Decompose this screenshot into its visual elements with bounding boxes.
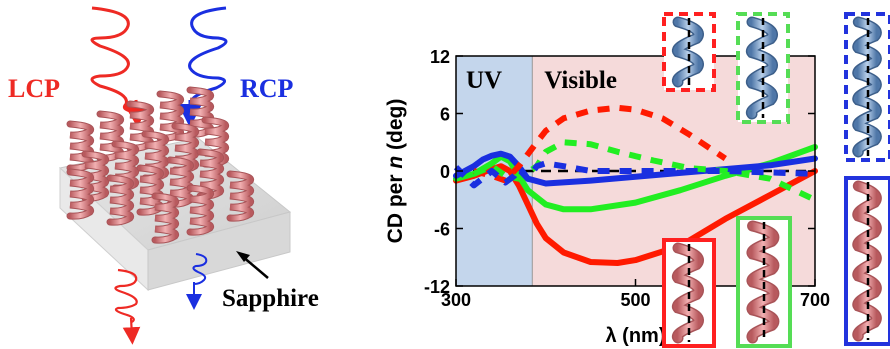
axis-ticks: -12 -6 0 6 12 300 500 700 — [424, 47, 830, 310]
helix-highlight — [227, 171, 254, 221]
y-tick-label: 12 — [430, 47, 450, 67]
y-axis-label: CD per n (deg) — [384, 99, 407, 244]
inset-helix-shade — [673, 18, 703, 86]
helix-highlight — [187, 185, 214, 235]
helix-highlight — [127, 101, 154, 151]
inset-5 — [844, 176, 890, 346]
inset-1 — [736, 12, 790, 124]
inset-4 — [736, 216, 792, 348]
inset-2 — [844, 12, 890, 162]
series-line-1 — [453, 144, 818, 213]
series-line-5 — [453, 160, 816, 189]
y-tick-label: -6 — [434, 220, 450, 240]
y-label-post: (deg) — [384, 99, 407, 156]
inset-0 — [662, 12, 716, 92]
inset-helix-shade — [673, 244, 703, 342]
lcp-incoming-wave — [90, 6, 149, 128]
helix-highlight — [97, 111, 124, 161]
x-tick-label: 500 — [620, 290, 650, 310]
helix-highlight — [197, 149, 224, 199]
inset-3 — [662, 238, 716, 348]
region-label: Visible — [544, 67, 617, 94]
lcp-label: LCP — [8, 74, 60, 103]
inset-helix-shade — [747, 222, 778, 342]
rcp-transmitted-wave — [186, 253, 208, 310]
inset-helix-shade — [853, 182, 881, 340]
lcp-transmitted-wave — [114, 268, 141, 345]
y-label-italic: n — [384, 156, 407, 169]
cd-series — [453, 104, 818, 266]
helix-array — [66, 86, 255, 244]
helix-highlight — [67, 169, 94, 219]
inset-helix-shade — [853, 18, 881, 156]
helix-insets — [662, 12, 890, 348]
helix-highlight — [112, 141, 139, 191]
schematic: LCP RCP Sapphire — [8, 6, 319, 345]
y-label-pre: CD per — [384, 169, 407, 244]
helix-highlight — [107, 175, 134, 225]
helix-highlight — [202, 117, 229, 167]
helix-highlight — [67, 121, 94, 171]
sapphire-pointer-arrow — [236, 251, 269, 279]
inset-helix-shade — [747, 18, 777, 118]
sapphire-label: Sapphire — [222, 285, 319, 312]
helix-highlight — [187, 87, 214, 137]
rcp-label: RCP — [240, 74, 294, 103]
helix-highlight — [172, 123, 199, 173]
y-tick-label: 6 — [440, 105, 450, 125]
helix-highlight — [157, 91, 184, 141]
x-axis-label: λ (nm) — [606, 325, 666, 347]
helix-highlight — [167, 157, 194, 207]
x-tick-label: 700 — [800, 290, 830, 310]
y-tick-label: -12 — [424, 277, 450, 297]
region-label: UV — [466, 67, 502, 94]
y-tick-label: 0 — [440, 162, 450, 182]
x-tick-label: 300 — [441, 290, 471, 310]
helix-highlight — [142, 131, 169, 181]
helix-highlight — [152, 193, 179, 243]
